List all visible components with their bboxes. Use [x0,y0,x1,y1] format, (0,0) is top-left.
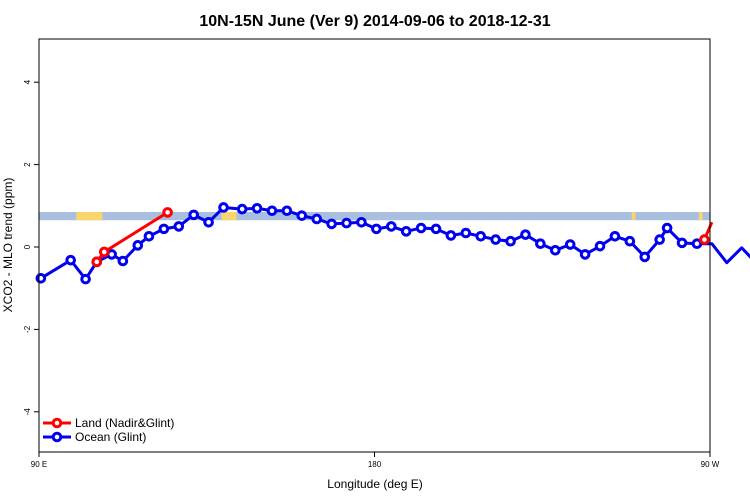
data-point [654,234,665,245]
legend-label-land: Land (Nadir&Glint) [75,416,174,430]
data-point [691,238,703,250]
data-point [266,205,278,217]
data-point [699,234,710,245]
data-point [326,218,337,230]
data-point [490,234,501,245]
data-point [35,273,47,284]
data-point [143,230,155,242]
data-point [430,223,442,235]
data-point [132,240,144,251]
data-point [661,222,673,234]
y-axis-label: XCO2 - MLO trend (ppm) [1,178,15,313]
data-point [415,222,427,234]
data-point [609,230,621,242]
y-tick-label-0: -4 [23,408,32,416]
data-point [624,235,636,247]
legend-marker-land [51,417,63,429]
data-point [281,205,293,217]
data-point [311,213,323,225]
data-point [520,229,531,240]
data-point [203,216,214,228]
band-land-0 [76,211,103,221]
data-point [173,221,185,232]
data-point [356,216,367,228]
legend-entry-land: Land (Nadir&Glint) [43,416,174,430]
x-tick-label-0: 90 E [31,460,47,469]
data-point [594,240,606,252]
legend-label-ocean: Ocean (Glint) [75,430,146,444]
data-point [579,249,591,260]
data-point [445,230,457,241]
data-point [505,235,516,247]
data-point [117,255,129,267]
data-point [65,254,76,266]
series-line-1-0 [40,205,750,281]
plot-area [35,202,750,285]
data-point [251,202,263,214]
data-point [385,221,397,232]
band-land-1 [221,211,237,221]
data-point [639,251,651,263]
data-point [296,210,308,221]
y-tick-label-1: -2 [23,325,32,333]
legend: Land (Nadir&Glint) Ocean (Glint) [43,416,174,444]
x-tick-label-2: 90 W [701,460,720,469]
y-axis: -4 -2 0 2 4 [23,79,39,415]
y-tick-label-2: 0 [23,244,32,249]
x-axis-label: Longitude (deg E) [327,477,422,491]
data-point [460,227,472,239]
data-point [188,209,200,221]
data-point [676,237,688,249]
data-point [158,223,170,235]
band-land-3 [698,211,703,221]
data-point [162,207,173,218]
data-point [549,244,561,256]
data-point [218,202,229,213]
x-tick-label-1: 180 [368,460,382,469]
data-point [371,223,382,235]
data-point [475,230,487,242]
series-land [91,207,714,268]
data-point [91,256,103,268]
data-point [564,239,576,250]
data-point [400,226,412,237]
data-point [535,238,546,250]
data-point [80,273,91,285]
data-point [98,246,110,258]
x-axis: 90 E 180 90 W [31,452,720,469]
data-point [341,217,352,229]
land-mask-band [39,211,710,221]
data-point [236,203,248,215]
y-tick-label-3: 2 [23,162,32,167]
legend-entry-ocean: Ocean (Glint) [43,430,146,444]
series-layer [35,202,750,285]
band-land-2 [631,211,636,221]
band-ocean [39,211,710,221]
chart-title: 10N-15N June (Ver 9) 2014-09-06 to 2018-… [199,13,550,30]
y-tick-label-4: 4 [23,79,32,84]
legend-marker-ocean [51,431,63,443]
